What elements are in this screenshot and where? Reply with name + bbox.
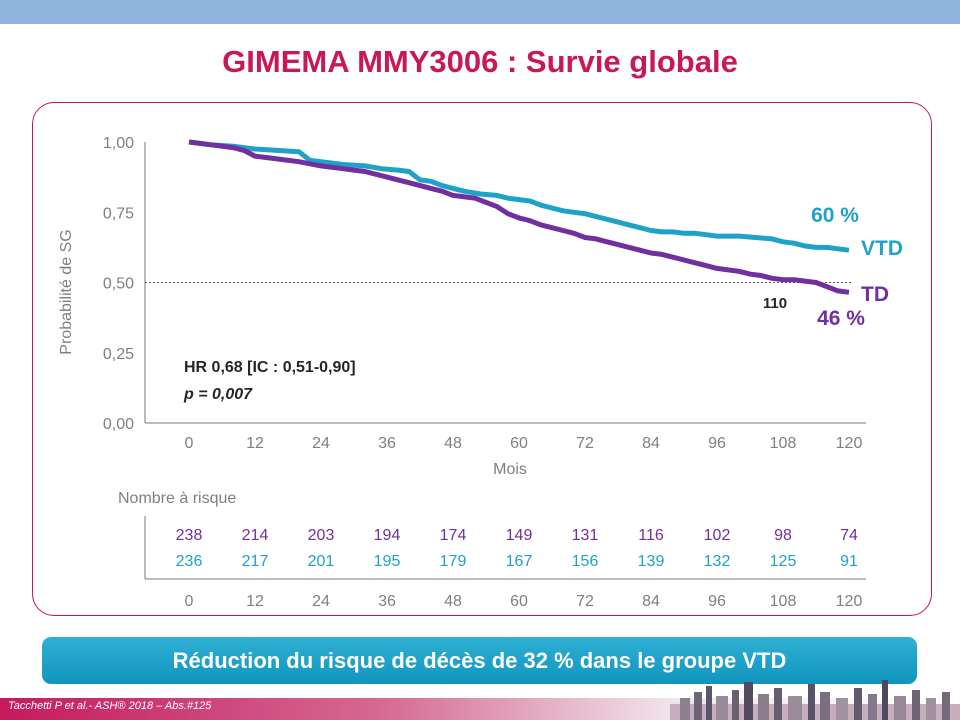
risk-count-td: 102 xyxy=(704,527,731,544)
risk-count-vtd: 195 xyxy=(374,553,401,570)
risk-count-td: 214 xyxy=(242,527,269,544)
risk-table-label: Nombre à risque xyxy=(118,490,236,507)
p-value-annotation: p = 0,007 xyxy=(183,386,253,403)
risk-count-vtd: 156 xyxy=(572,553,599,570)
y-tick-label: 0,50 xyxy=(103,276,134,293)
risk-count-td: 149 xyxy=(506,527,533,544)
risk-count-vtd: 91 xyxy=(840,553,858,570)
y-ticks: 1,00 0,75 0,50 0,25 0,00 xyxy=(103,135,134,433)
x-ticks: 0 12 24 36 48 60 72 84 96 108 120 xyxy=(185,435,863,452)
slide-title: GIMEMA MMY3006 : Survie globale xyxy=(222,44,738,79)
risk-count-vtd: 139 xyxy=(638,553,665,570)
risk-count-td: 116 xyxy=(638,527,664,544)
series-line-td xyxy=(188,139,850,295)
risk-table: 238 214 203 194 174 149 131 116 102 98 74 236 217 201… xyxy=(176,527,858,570)
risk-count-vtd: 217 xyxy=(242,553,269,570)
citation: Tacchetti P et al.- ASH® 2018 – Abs.#125 xyxy=(8,700,212,712)
risk-x-tick-label: 96 xyxy=(708,593,726,610)
x-tick-label: 12 xyxy=(246,435,264,452)
risk-x-tick-label: 24 xyxy=(312,593,330,610)
y-axis-label: Probabilité de SG xyxy=(58,229,75,354)
x-tick-label: 0 xyxy=(185,435,194,452)
risk-marker-110: 110 xyxy=(763,295,787,312)
risk-count-vtd: 167 xyxy=(506,553,533,570)
risk-count-td: 98 xyxy=(774,527,792,544)
city-skyline-image xyxy=(670,680,960,720)
risk-count-td: 131 xyxy=(572,527,599,544)
risk-table-x-ticks: 0 12 24 36 48 60 72 84 96 108 120 xyxy=(185,593,863,610)
x-tick-label: 60 xyxy=(510,435,528,452)
risk-count-td: 74 xyxy=(840,527,858,544)
risk-count-td: 238 xyxy=(176,527,203,544)
risk-x-tick-label: 60 xyxy=(510,593,528,610)
risk-count-vtd: 132 xyxy=(704,553,731,570)
vtd-series-label: VTD xyxy=(861,237,903,260)
summary-banner: Réduction du risque de décès de 32 % dan… xyxy=(42,637,917,684)
risk-x-tick-label: 36 xyxy=(378,593,396,610)
risk-x-tick-label: 108 xyxy=(770,593,797,610)
x-tick-label: 84 xyxy=(642,435,660,452)
x-tick-label: 108 xyxy=(770,435,797,452)
risk-count-vtd: 179 xyxy=(440,553,467,570)
series-line-vtd xyxy=(188,139,850,253)
x-tick-label: 72 xyxy=(576,435,594,452)
y-tick-label: 0,75 xyxy=(103,205,134,222)
risk-x-tick-label: 48 xyxy=(444,593,462,610)
risk-x-tick-label: 120 xyxy=(836,593,863,610)
y-tick-label: 0,00 xyxy=(103,416,134,433)
x-tick-label: 36 xyxy=(378,435,396,452)
risk-count-vtd: 125 xyxy=(770,553,797,570)
risk-x-tick-label: 0 xyxy=(185,593,194,610)
y-tick-label: 1,00 xyxy=(103,135,134,152)
risk-count-vtd: 236 xyxy=(176,553,203,570)
risk-count-td: 203 xyxy=(308,527,335,544)
risk-x-tick-label: 84 xyxy=(642,593,660,610)
survival-chart: 1,00 0,75 0,50 0,25 0,00 0 12 24 36 48 60 72 84 96 10… xyxy=(58,135,903,610)
top-band xyxy=(0,0,960,24)
chart-frame xyxy=(32,102,932,616)
x-tick-label: 96 xyxy=(708,435,726,452)
x-tick-label: 24 xyxy=(312,435,330,452)
td-series-label: TD xyxy=(861,283,889,306)
risk-count-vtd: 201 xyxy=(308,553,335,570)
x-axis-label: Mois xyxy=(493,461,527,478)
y-tick-label: 0,25 xyxy=(103,346,134,363)
risk-x-tick-label: 12 xyxy=(246,593,264,610)
x-tick-label: 120 xyxy=(836,435,863,452)
vtd-end-label: 60 % xyxy=(811,204,859,227)
risk-count-td: 174 xyxy=(440,527,467,544)
risk-x-tick-label: 72 xyxy=(576,593,594,610)
x-tick-label: 48 xyxy=(444,435,462,452)
risk-count-td: 194 xyxy=(374,527,401,544)
hr-annotation: HR 0,68 [IC : 0,51-0,90] xyxy=(184,359,356,376)
td-end-label: 46 % xyxy=(817,307,865,330)
